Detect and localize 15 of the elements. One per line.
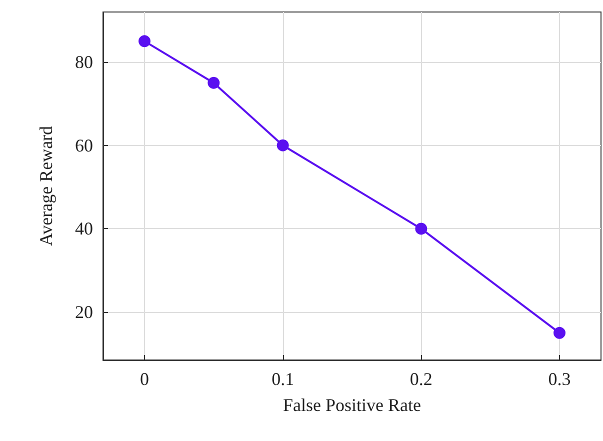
x-tick-label: 0.3	[548, 369, 571, 389]
y-axis-title: Average Reward	[36, 126, 56, 246]
point	[415, 222, 428, 235]
y-tick-label: 60	[75, 135, 93, 156]
x-tick-label: 0.2	[410, 369, 432, 389]
x-axis-title: False Positive Rate	[283, 395, 421, 415]
y-tick-label: 80	[75, 52, 93, 72]
y-tick-label: 20	[75, 302, 93, 322]
y-tick-label: 40	[75, 218, 93, 239]
point	[554, 326, 566, 339]
point	[208, 76, 220, 89]
point	[138, 35, 150, 48]
point	[276, 139, 289, 152]
x-tick-label: 0	[140, 369, 149, 389]
x-tick-label: 0.1	[272, 369, 294, 389]
